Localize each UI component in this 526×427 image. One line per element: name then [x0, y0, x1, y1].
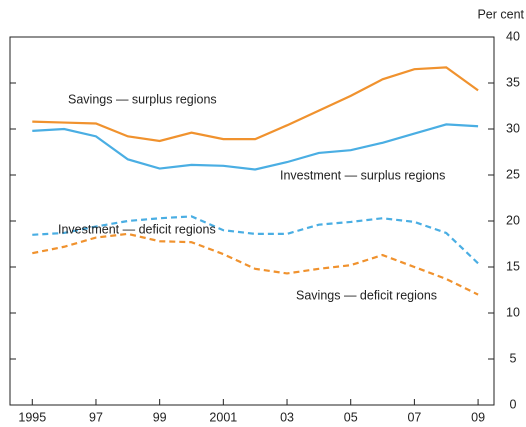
y-tick-label: 20: [506, 213, 520, 227]
y-tick-label: 30: [506, 121, 520, 135]
y-tick-label: 10: [506, 305, 520, 319]
y-tick-label: 0: [510, 397, 517, 411]
series-line: [32, 215, 479, 265]
y-tick-label: 35: [506, 75, 520, 89]
x-tick-label: 09: [471, 410, 485, 424]
y-tick-label: 40: [506, 29, 520, 43]
x-tick-label: 2001: [209, 410, 237, 424]
series-line: [32, 66, 479, 143]
x-tick-label: 05: [344, 410, 358, 424]
series-label: Savings — deficit regions: [296, 288, 437, 302]
series-label: Investment — surplus regions: [280, 168, 445, 182]
y-tick-label: 15: [506, 259, 520, 273]
y-unit-label: Per cent: [477, 7, 524, 21]
y-tick-label: 25: [506, 167, 520, 181]
x-tick-label: 1995: [18, 410, 46, 424]
x-tick-label: 97: [89, 410, 103, 424]
series-line: [32, 232, 479, 296]
series-line: [32, 123, 479, 171]
series-label: Investment — deficit regions: [58, 222, 216, 236]
x-tick-label: 03: [280, 410, 294, 424]
x-tick-label: 07: [407, 410, 421, 424]
series-label: Savings — surplus regions: [68, 92, 217, 106]
y-tick-label: 5: [510, 351, 517, 365]
x-tick-label: 99: [153, 410, 167, 424]
